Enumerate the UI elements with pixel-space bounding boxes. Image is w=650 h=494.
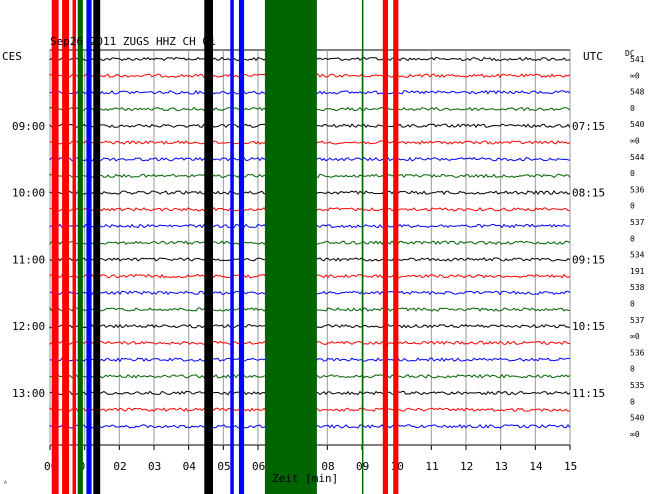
right-time-label: 09:15 <box>572 253 605 266</box>
dc-value-label: 548 <box>630 88 645 97</box>
dc-value-label: 0 <box>630 300 635 309</box>
left-time-label: 11:00 <box>12 253 45 266</box>
right-time-label: 11:15 <box>572 387 605 400</box>
left-time-label: 13:00 <box>12 387 45 400</box>
dc-value-label: 0 <box>630 234 635 243</box>
x-tick-label: 08 <box>321 460 334 473</box>
seismic-event-band <box>62 0 69 494</box>
x-tick-label: 03 <box>148 460 161 473</box>
seismic-event-band <box>77 0 83 494</box>
seismic-event-band <box>204 0 213 494</box>
corner-mark: ᴬ <box>3 479 8 488</box>
dc-value-label: 0 <box>630 104 635 113</box>
seismic-event-band <box>51 0 59 494</box>
seismic-event-band <box>86 0 92 494</box>
dc-value-label: 535 <box>630 381 645 390</box>
dc-value-label: 537 <box>630 316 645 325</box>
seismic-event-band <box>393 0 399 494</box>
seismic-event-band <box>382 0 388 494</box>
seismic-event-band <box>238 0 245 494</box>
seismic-event-band <box>72 0 76 494</box>
dc-value-label: 537 <box>630 218 645 227</box>
dc-value-label: 0 <box>630 397 635 406</box>
dc-value-label: 0 <box>630 202 635 211</box>
dc-value-label: 540 <box>630 120 645 129</box>
x-tick-label: 11 <box>425 460 438 473</box>
dc-value-label: 536 <box>630 348 645 357</box>
left-time-label: 10:00 <box>12 187 45 200</box>
dc-value-label: 0 <box>630 365 635 374</box>
x-tick-label: 14 <box>529 460 543 473</box>
seismic-event-band <box>362 0 364 494</box>
x-tick-label: 12 <box>460 460 473 473</box>
x-tick-label: 13 <box>495 460 508 473</box>
dc-value-label: 534 <box>630 251 645 260</box>
seismic-event-band <box>93 0 101 494</box>
x-tick-label: 06 <box>252 460 265 473</box>
dc-value-label: ∞0 <box>630 137 640 146</box>
left-time-label: 12:00 <box>12 320 45 333</box>
seismic-event-band <box>264 0 317 494</box>
left-time-label: 09:00 <box>12 120 45 133</box>
station-title: Sep26 2011 ZUGS HHZ CH 01 <box>50 35 216 48</box>
right-timezone-label: UTC <box>583 50 603 63</box>
dc-value-label: 191 <box>630 267 645 276</box>
dc-value-label: ∞0 <box>630 332 640 341</box>
dc-value-label: 0 <box>630 169 635 178</box>
x-tick-label: 04 <box>183 460 197 473</box>
right-time-label: 07:15 <box>572 120 605 133</box>
dc-header-label: DC <box>625 49 635 58</box>
x-tick-label: 05 <box>217 460 230 473</box>
left-timezone-label: CES <box>2 50 22 63</box>
dc-value-label: ∞0 <box>630 71 640 80</box>
seismic-event-band <box>230 0 234 494</box>
dc-value-label: 538 <box>630 283 645 292</box>
dc-value-label: 536 <box>630 185 645 194</box>
right-time-label: 08:15 <box>572 187 605 200</box>
right-time-label: 10:15 <box>572 320 605 333</box>
dc-value-label: 540 <box>630 414 645 423</box>
x-axis-label: Zeit [min] <box>272 472 338 485</box>
x-tick-label: 02 <box>113 460 126 473</box>
dc-value-label: 544 <box>630 153 645 162</box>
events-layer <box>51 0 399 494</box>
x-tick-label: 15 <box>564 460 577 473</box>
dc-value-label: ∞0 <box>630 430 640 439</box>
dc-value-label: 541 <box>630 55 645 64</box>
labels-layer: 09:00 07:15 10:00 08:15 11:00 09:15 12:00 10:15… <box>12 55 645 439</box>
